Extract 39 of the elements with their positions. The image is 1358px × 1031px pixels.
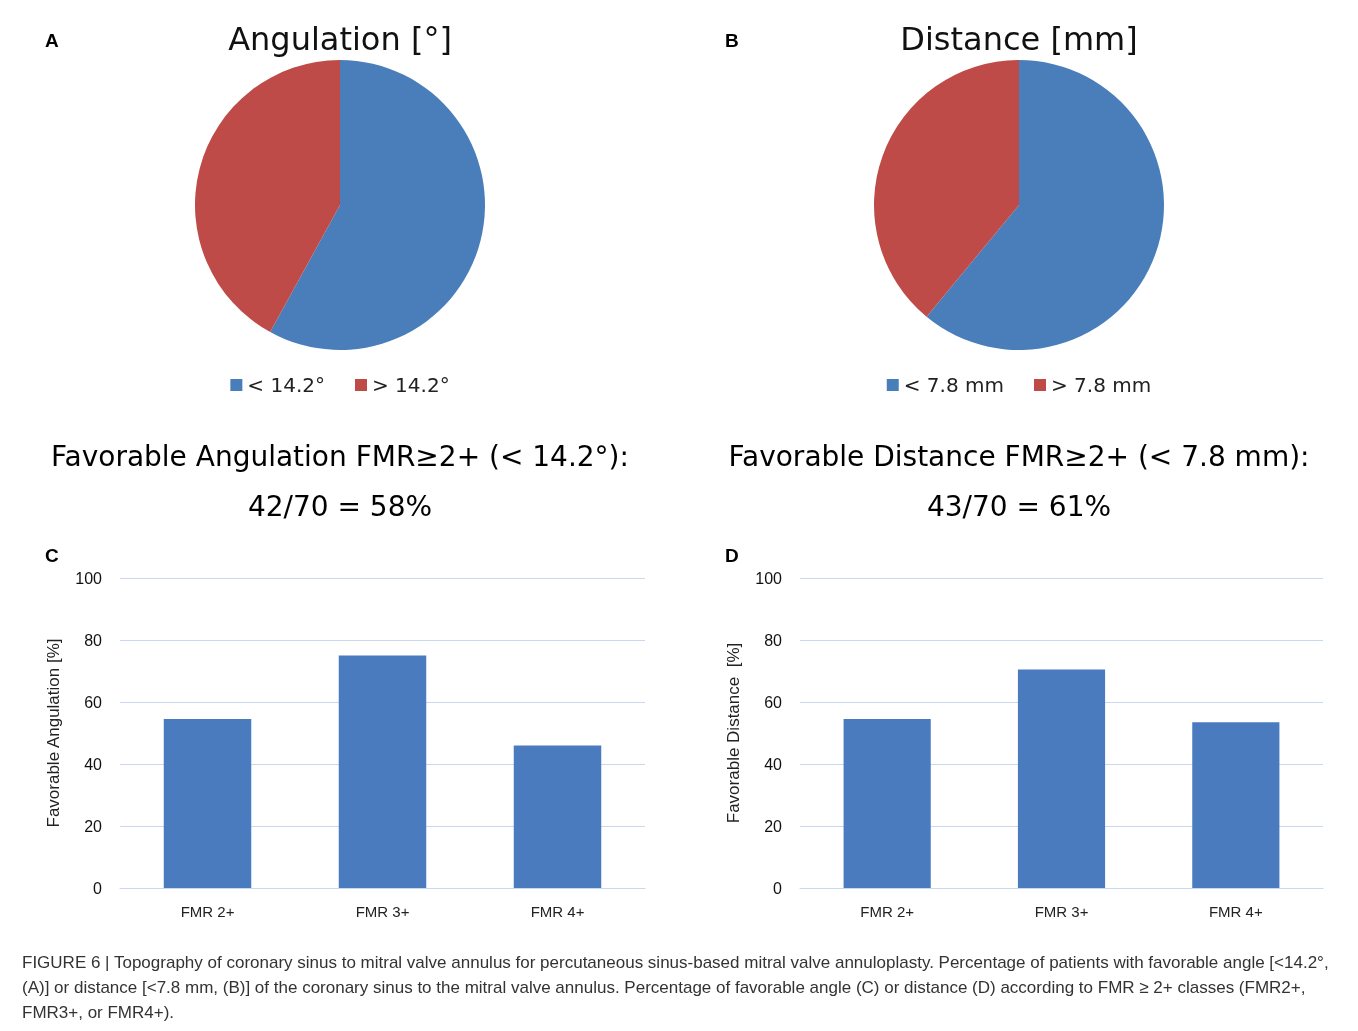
text: A <box>45 30 59 52</box>
text: D <box>725 545 739 567</box>
y-tick-label: 60 <box>84 693 103 711</box>
x-tick-label: FMR 2+ <box>860 903 915 920</box>
y-tick-label: 100 <box>75 569 103 587</box>
y-tick-label: 20 <box>84 817 103 835</box>
text: Favorable Distance FMR≥2+ (< 7.8 mm): 43/70 = 61% <box>727 439 1311 525</box>
bar <box>338 655 427 888</box>
y-tick-label: 80 <box>84 631 103 649</box>
y-tick-label: 40 <box>84 755 103 773</box>
chart-title: Distance [mm] <box>900 20 1138 58</box>
bar <box>163 719 252 888</box>
y-tick-label: 100 <box>755 569 783 587</box>
x-tick-label: FMR 2+ <box>180 903 235 920</box>
x-tick-label: FMR 4+ <box>530 903 585 920</box>
text: Favorable Angulation FMR≥2+ (< 14.2°): 42/70 = 58% <box>50 439 630 525</box>
bar <box>843 719 931 888</box>
text: B <box>725 30 739 52</box>
y-tick-label: 0 <box>773 879 783 897</box>
bar <box>1017 669 1106 888</box>
x-tick-label: FMR 3+ <box>355 903 410 920</box>
x-tick-label: FMR 3+ <box>1034 903 1089 920</box>
y-tick-label: 20 <box>764 817 783 835</box>
bar <box>513 745 602 888</box>
legend-label: < 14.2° <box>247 373 326 397</box>
legend-label: < 7.8 mm <box>903 373 1005 397</box>
legend-label: > 7.8 mm <box>1051 373 1152 397</box>
y-tick-label: 0 <box>93 879 103 897</box>
bar <box>1192 722 1280 888</box>
y-axis-title: Favorable Angulation [%] <box>44 638 63 828</box>
chart-title: Angulation [°] <box>228 20 452 58</box>
x-tick-label: FMR 4+ <box>1208 903 1263 920</box>
y-axis-title: Favorable Distance [%] <box>724 642 743 824</box>
y-tick-label: 80 <box>764 631 783 649</box>
caption: FIGURE 6 | Topography of coronary sinus to mitral valve annulus for percutaneous sinus-based mitral valve annuloplasty. Percentage of patients with favorable angle [<14.2°, (A)] or distance [<7.8 mm, (B)] of the coronary sinus to the mitral valve annulus. Percentage of favorable angle (C) or distance (D) according to FMR ≥ 2+ classes (FMR2+, FMR3+, or FMR4+). <box>22 952 1330 1024</box>
y-tick-label: 40 <box>764 755 783 773</box>
legend-label: > 14.2° <box>372 373 450 397</box>
text: C <box>45 545 59 567</box>
y-tick-label: 60 <box>764 693 783 711</box>
